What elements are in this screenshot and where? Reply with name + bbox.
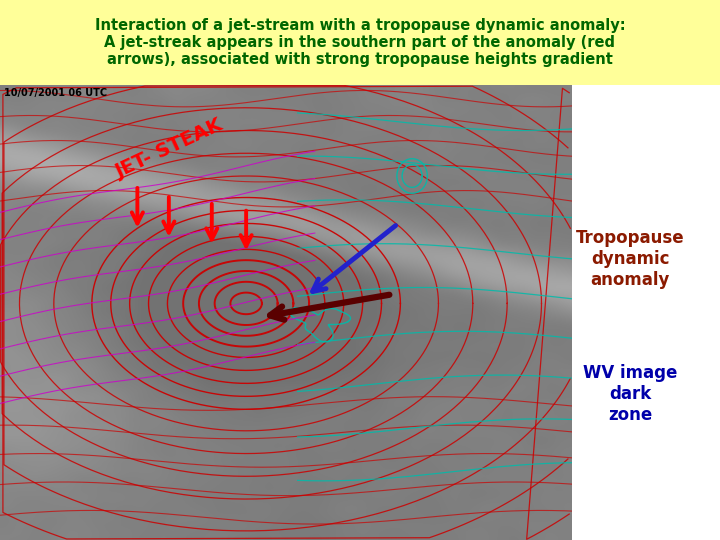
Text: Interaction of a jet-stream with a tropopause dynamic anomaly:
A jet-streak appe: Interaction of a jet-stream with a tropo…: [95, 18, 625, 68]
Bar: [0, 0, 720, 85]
Text: JET- STEAK: JET- STEAK: [112, 116, 225, 182]
Text: Tropopause
dynamic
anomaly: Tropopause dynamic anomaly: [576, 230, 684, 289]
Bar: [572, 85, 720, 540]
Text: 10/07/2001 06 UTC: 10/07/2001 06 UTC: [4, 87, 107, 98]
Text: WV image
dark
zone: WV image dark zone: [582, 364, 678, 424]
